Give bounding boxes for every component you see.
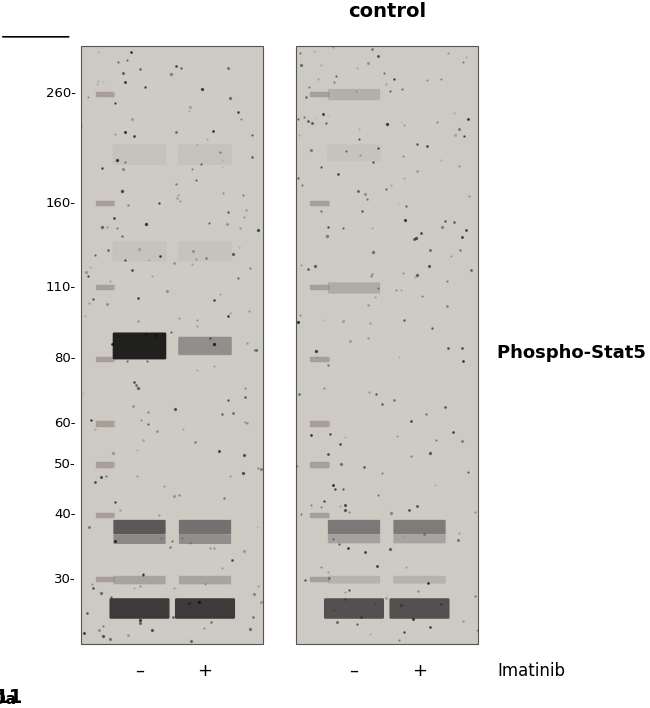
Bar — [310, 577, 328, 581]
Text: +: + — [412, 662, 427, 680]
FancyBboxPatch shape — [112, 333, 166, 360]
Text: 50-: 50- — [55, 458, 76, 471]
Text: Imatinib: Imatinib — [497, 662, 566, 680]
Text: kDa: kDa — [0, 692, 17, 707]
FancyBboxPatch shape — [296, 46, 478, 644]
FancyBboxPatch shape — [112, 144, 166, 165]
FancyBboxPatch shape — [178, 144, 232, 165]
FancyBboxPatch shape — [179, 576, 231, 584]
Bar — [310, 285, 328, 290]
FancyBboxPatch shape — [114, 53, 165, 637]
Bar — [96, 285, 114, 290]
FancyBboxPatch shape — [394, 53, 445, 637]
FancyBboxPatch shape — [328, 53, 380, 637]
Bar — [310, 421, 328, 426]
Bar — [96, 421, 114, 426]
FancyBboxPatch shape — [113, 576, 166, 584]
FancyBboxPatch shape — [112, 241, 166, 262]
Text: –: – — [350, 662, 359, 680]
FancyBboxPatch shape — [328, 89, 380, 101]
Text: +: + — [198, 662, 213, 680]
FancyBboxPatch shape — [393, 520, 446, 534]
Bar — [96, 201, 114, 205]
Bar — [310, 201, 328, 205]
Text: 60-: 60- — [55, 417, 76, 430]
Bar — [310, 462, 328, 467]
Bar — [96, 92, 114, 96]
Text: 160-: 160- — [46, 197, 76, 210]
FancyBboxPatch shape — [328, 282, 380, 294]
FancyBboxPatch shape — [178, 241, 232, 262]
FancyBboxPatch shape — [113, 534, 166, 544]
Bar — [310, 92, 328, 96]
FancyBboxPatch shape — [393, 576, 446, 583]
Bar — [96, 577, 114, 581]
Text: 30-: 30- — [55, 573, 76, 586]
FancyBboxPatch shape — [175, 598, 235, 619]
Text: 110-: 110- — [46, 281, 76, 294]
FancyBboxPatch shape — [179, 534, 231, 544]
FancyBboxPatch shape — [328, 520, 380, 534]
FancyBboxPatch shape — [327, 144, 381, 161]
Text: 80-: 80- — [55, 353, 76, 365]
Text: Phospho-Stat5 (Y694): Phospho-Stat5 (Y694) — [497, 344, 650, 362]
Bar — [96, 357, 114, 361]
FancyBboxPatch shape — [179, 53, 231, 637]
FancyBboxPatch shape — [324, 598, 384, 619]
FancyBboxPatch shape — [113, 520, 166, 534]
Bar — [96, 462, 114, 467]
Text: –: – — [135, 662, 144, 680]
FancyBboxPatch shape — [328, 576, 380, 583]
Bar — [310, 357, 328, 361]
Text: 40-: 40- — [55, 508, 76, 521]
FancyBboxPatch shape — [179, 520, 231, 534]
Bar — [310, 513, 328, 517]
FancyBboxPatch shape — [328, 534, 380, 543]
FancyBboxPatch shape — [393, 534, 446, 543]
FancyBboxPatch shape — [389, 598, 450, 619]
Bar — [96, 513, 114, 517]
FancyBboxPatch shape — [109, 598, 170, 619]
FancyBboxPatch shape — [81, 46, 263, 644]
Text: No primary
control: No primary control — [326, 0, 448, 21]
Text: 260-: 260- — [46, 87, 76, 101]
FancyBboxPatch shape — [178, 337, 232, 355]
Text: G11: G11 — [0, 688, 22, 707]
